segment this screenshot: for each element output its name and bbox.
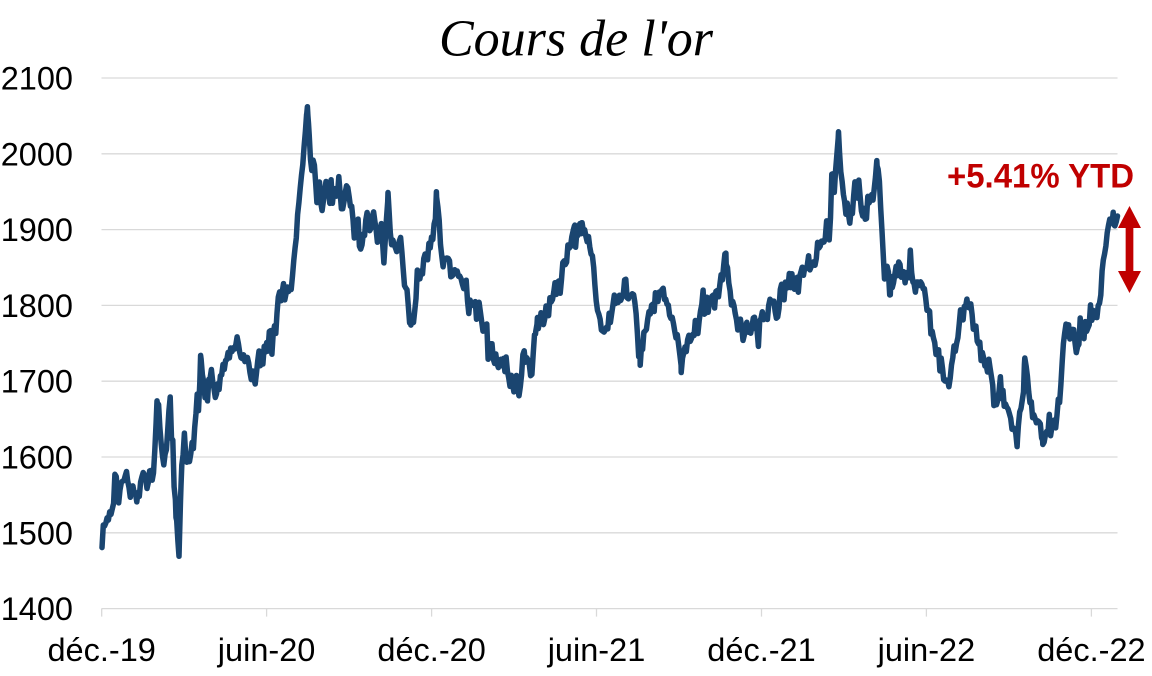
svg-text:2100: 2100 xyxy=(1,61,73,97)
svg-text:déc.-20: déc.-20 xyxy=(377,632,485,668)
svg-text:1400: 1400 xyxy=(1,591,73,627)
svg-text:juin-20: juin-20 xyxy=(217,632,316,668)
svg-text:juin-21: juin-21 xyxy=(547,632,646,668)
svg-text:juin-22: juin-22 xyxy=(877,632,976,668)
svg-text:1600: 1600 xyxy=(1,440,73,476)
svg-text:1900: 1900 xyxy=(1,212,73,248)
svg-text:déc.-21: déc.-21 xyxy=(707,632,815,668)
svg-text:Cours de l'or: Cours de l'or xyxy=(439,11,714,68)
svg-text:+5.41% YTD: +5.41% YTD xyxy=(947,158,1134,196)
svg-text:2000: 2000 xyxy=(1,136,73,172)
svg-text:1700: 1700 xyxy=(1,364,73,400)
svg-text:déc.-19: déc.-19 xyxy=(47,632,155,668)
svg-text:déc.-22: déc.-22 xyxy=(1037,632,1145,668)
svg-text:1800: 1800 xyxy=(1,288,73,324)
svg-text:1500: 1500 xyxy=(1,515,73,551)
